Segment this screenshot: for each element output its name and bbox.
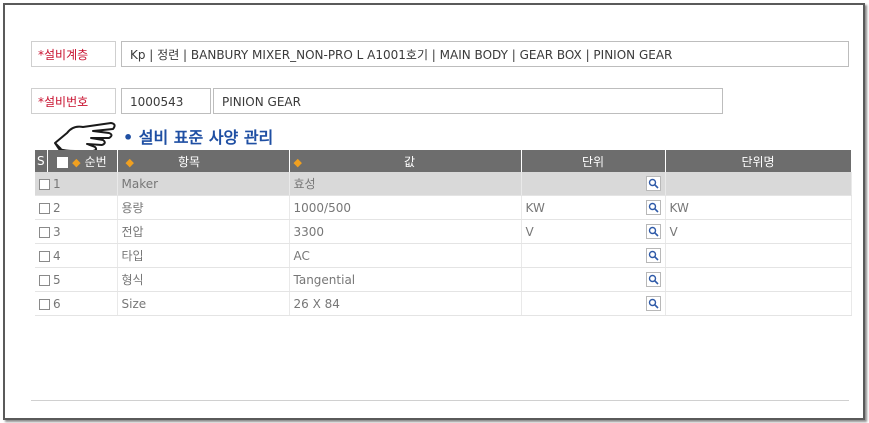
equipment-number-row: *설비번호 1000543 PINION GEAR: [31, 88, 849, 116]
row-checkbox[interactable]: [39, 274, 50, 286]
table-row[interactable]: 5 형식 Tangential: [35, 267, 852, 292]
required-star-icon: ◆: [72, 155, 81, 169]
row-checkbox[interactable]: [39, 250, 50, 262]
col-header-unit: 단위: [521, 150, 666, 172]
divider: [31, 400, 849, 401]
select-all-checkbox[interactable]: [57, 156, 69, 168]
spec-table: S ◆ 순번 ◆ 항목 ◆ 값 단위 단위명 1 Maker 효성 2 용량 1000…: [35, 150, 852, 316]
equipment-number-label: *설비번호: [31, 88, 116, 114]
search-icon[interactable]: [645, 296, 661, 311]
window-frame: *설비계층 Kp | 정련 | BANBURY MIXER_NON-PRO L …: [3, 3, 865, 420]
col-header-s: S: [35, 150, 48, 172]
row-checkbox[interactable]: [39, 202, 50, 214]
table-row[interactable]: 6 Size 26 X 84: [35, 291, 852, 316]
section-title: • 설비 표준 사양 관리: [123, 128, 274, 147]
table-row[interactable]: 1 Maker 효성: [35, 172, 852, 196]
table-header-row: S ◆ 순번 ◆ 항목 ◆ 값 단위 단위명: [35, 150, 852, 172]
required-star-icon: ◆: [293, 155, 302, 169]
search-icon[interactable]: [645, 176, 661, 191]
search-icon[interactable]: [645, 200, 661, 215]
row-checkbox[interactable]: [39, 298, 50, 310]
row-checkbox[interactable]: [39, 178, 50, 190]
search-icon[interactable]: [645, 248, 661, 263]
col-header-value: ◆ 값: [289, 150, 522, 172]
search-icon[interactable]: [645, 272, 661, 287]
search-icon[interactable]: [645, 224, 661, 239]
col-header-seq[interactable]: ◆ 순번: [47, 150, 118, 172]
equipment-number-field[interactable]: 1000543: [121, 88, 211, 114]
table-row[interactable]: 4 타입 AC: [35, 243, 852, 268]
equipment-class-field[interactable]: Kp | 정련 | BANBURY MIXER_NON-PRO L A1001호…: [121, 41, 849, 67]
row-checkbox[interactable]: [39, 226, 50, 238]
equipment-class-row: *설비계층 Kp | 정련 | BANBURY MIXER_NON-PRO L …: [31, 41, 849, 69]
col-header-unit-name: 단위명: [665, 150, 852, 172]
col-header-item: ◆ 항목: [117, 150, 290, 172]
equipment-name-field[interactable]: PINION GEAR: [213, 88, 723, 114]
table-row[interactable]: 3 전압 3300 V V: [35, 219, 852, 244]
required-star-icon: ◆: [125, 155, 134, 169]
table-row[interactable]: 2 용량 1000/500 KW KW: [35, 195, 852, 220]
equipment-class-label: *설비계층: [31, 41, 116, 67]
